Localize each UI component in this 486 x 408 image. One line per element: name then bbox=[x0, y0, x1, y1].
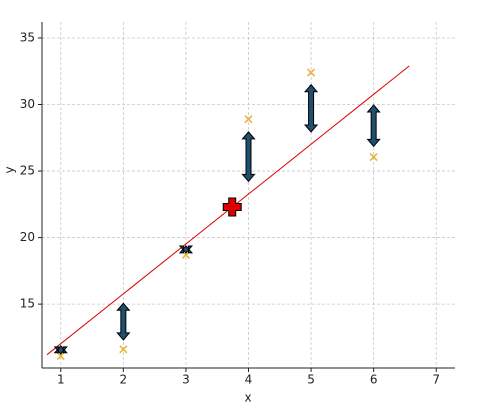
y-tick-label: 35 bbox=[20, 30, 35, 44]
y-axis-label: y bbox=[3, 166, 17, 173]
x-tick-label: 3 bbox=[182, 373, 190, 387]
x-tick-label: 1 bbox=[57, 373, 65, 387]
x-axis-label: x bbox=[244, 391, 251, 405]
residual-arrow bbox=[303, 83, 319, 133]
residual-arrow bbox=[53, 345, 68, 355]
y-tick-label: 15 bbox=[20, 297, 35, 311]
y-tick-label: 25 bbox=[20, 164, 35, 178]
x-tick-label: 7 bbox=[432, 373, 440, 387]
center-marker bbox=[222, 197, 242, 217]
residual-arrow bbox=[116, 302, 131, 341]
data-point bbox=[369, 153, 378, 162]
x-tick-label: 6 bbox=[370, 373, 378, 387]
y-tick-label: 30 bbox=[20, 97, 35, 111]
data-point bbox=[307, 68, 316, 77]
data-point bbox=[119, 345, 128, 354]
y-tick-label: 20 bbox=[20, 230, 35, 244]
x-tick-label: 2 bbox=[120, 373, 128, 387]
x-tick-label: 4 bbox=[245, 373, 253, 387]
residual-arrow bbox=[241, 131, 256, 183]
residual-arrow bbox=[366, 104, 381, 148]
residual-arrow bbox=[178, 245, 194, 254]
x-tick-label: 5 bbox=[307, 373, 315, 387]
data-point bbox=[244, 115, 253, 124]
data-point bbox=[56, 351, 65, 361]
